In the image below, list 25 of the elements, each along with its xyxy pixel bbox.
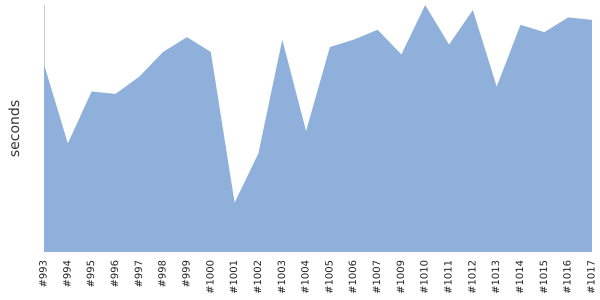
x-tick-label: #1010 — [420, 260, 431, 294]
x-tick-label: #998 — [158, 260, 169, 288]
y-axis-title: seconds — [7, 100, 23, 158]
x-tick-label: #1013 — [491, 260, 502, 294]
x-tick-label: #994 — [62, 260, 74, 288]
x-tick-label: #1015 — [538, 260, 550, 294]
x-tick-label: #993 — [38, 260, 50, 288]
x-tick-label: #1014 — [515, 260, 526, 294]
x-tick-label: #1004 — [300, 260, 312, 294]
x-tick-label: #1016 — [562, 260, 574, 294]
x-tick-label: #997 — [134, 260, 145, 288]
x-tick-label: #1009 — [396, 260, 407, 294]
x-tick-label: #1007 — [372, 260, 384, 294]
x-tick-label: #995 — [86, 260, 98, 288]
x-tick-label: #1012 — [467, 260, 478, 294]
x-tick-label: #1000 — [205, 260, 216, 294]
x-tick-label: #1002 — [252, 260, 264, 294]
x-tick-label: #1006 — [348, 260, 360, 294]
x-tick-label: #1017 — [586, 260, 598, 294]
x-tick-label: #996 — [110, 260, 121, 288]
x-tick-label: #1005 — [324, 260, 336, 294]
x-tick-label: #1003 — [276, 260, 288, 294]
x-tick-label: #1001 — [229, 260, 240, 294]
x-tick-label: #999 — [181, 260, 192, 288]
x-tick-label: #1011 — [444, 260, 455, 294]
